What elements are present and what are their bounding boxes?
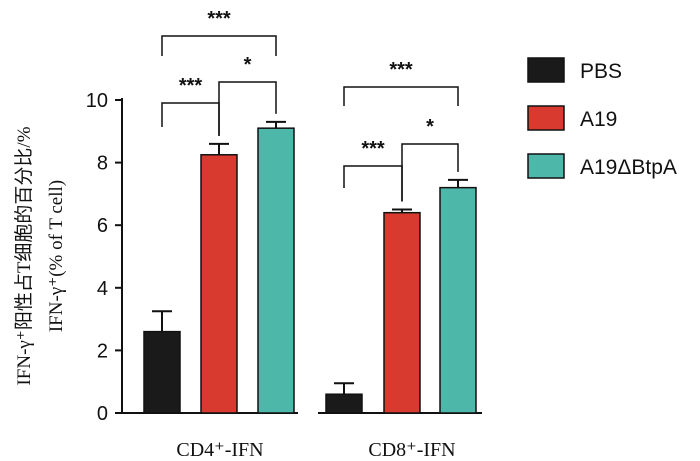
legend-label: A19ΔBtpA bbox=[580, 156, 677, 179]
bar bbox=[439, 186, 477, 414]
y-axis-label-cn: IFN-γ⁺阳性占T细胞的百分比/% bbox=[13, 126, 35, 385]
y-tick-label: 8 bbox=[97, 153, 108, 175]
bar bbox=[257, 127, 295, 414]
y-tick-label: 4 bbox=[97, 278, 108, 300]
significance-bracket bbox=[343, 165, 403, 202]
y-tick-label: 6 bbox=[97, 215, 108, 237]
significance-label: *** bbox=[207, 8, 231, 30]
y-tick-label: 2 bbox=[97, 340, 108, 362]
significance-label: * bbox=[426, 116, 434, 138]
x-tick-label: CD4⁺-IFN bbox=[176, 439, 263, 461]
legend-swatch bbox=[527, 57, 565, 83]
x-tick-label: CD8⁺-IFN bbox=[368, 439, 455, 461]
legend-swatch bbox=[527, 153, 565, 179]
y-axis-label-en: IFN-γ⁺(% of T cell) bbox=[46, 180, 67, 332]
bar bbox=[143, 330, 181, 414]
bar bbox=[383, 211, 421, 414]
bars bbox=[143, 120, 477, 414]
y-tick-label: 0 bbox=[97, 403, 108, 425]
legend: PBS A19 A19ΔBtpA bbox=[527, 57, 677, 179]
significance-bracket bbox=[218, 81, 277, 136]
significance-bracket bbox=[161, 102, 220, 136]
significance-brackets: ************** bbox=[161, 8, 459, 202]
bar bbox=[325, 393, 363, 414]
legend-label: A19 bbox=[580, 108, 617, 131]
y-tick-label: 10 bbox=[86, 90, 108, 112]
legend-label: PBS bbox=[580, 60, 622, 83]
significance-label: *** bbox=[361, 138, 385, 160]
significance-label: *** bbox=[389, 59, 413, 81]
significance-bracket bbox=[401, 143, 459, 202]
bar bbox=[200, 154, 238, 414]
significance-label: * bbox=[244, 54, 252, 76]
significance-bracket bbox=[161, 35, 277, 56]
significance-label: *** bbox=[179, 75, 203, 97]
legend-swatch bbox=[527, 105, 565, 131]
significance-bracket bbox=[343, 86, 459, 106]
